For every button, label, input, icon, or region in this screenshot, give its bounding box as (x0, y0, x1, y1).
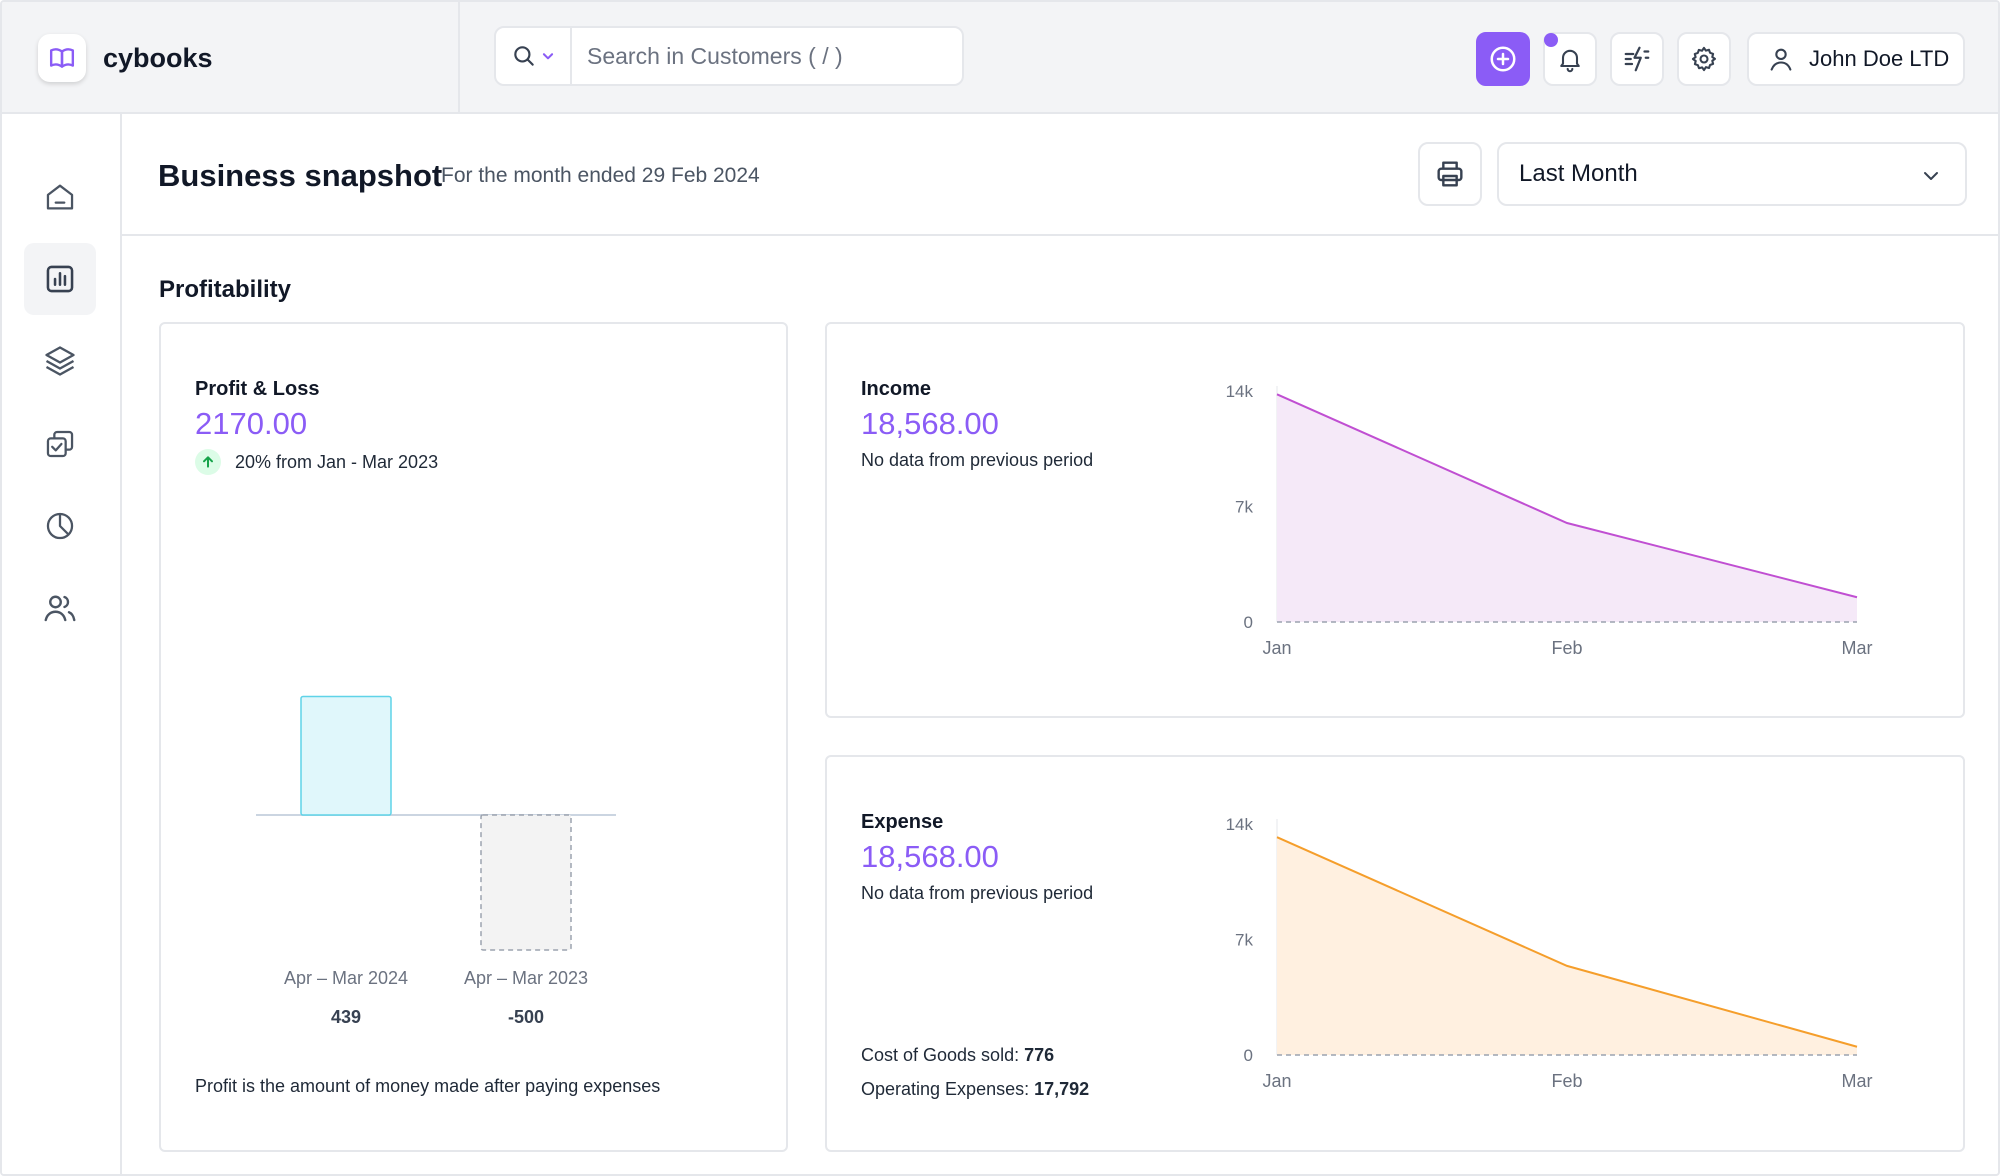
opex-row: Operating Expenses: 17,792 (861, 1079, 1089, 1100)
y-tick-label: 0 (1244, 1046, 1253, 1065)
profit-loss-footnote: Profit is the amount of money made after… (195, 1076, 661, 1096)
expense-amount: 18,568.00 (861, 839, 999, 874)
page-header: Business snapshot For the month ended 29… (122, 114, 1998, 236)
income-title: Income (861, 378, 932, 400)
bar-value-label: 439 (331, 1007, 361, 1027)
series-line (1276, 393, 1858, 599)
sidebar (2, 114, 122, 1174)
user-icon (1770, 48, 1792, 71)
notification-dot (1544, 33, 1558, 47)
bar (300, 695, 392, 816)
page-subtitle: For the month ended 29 Feb 2024 (441, 164, 760, 187)
series-area (1277, 394, 1857, 622)
opex-value: 17,792 (1034, 1079, 1090, 1099)
income-note: No data from previous period (861, 450, 1094, 470)
notifications-button[interactable] (1543, 32, 1597, 86)
x-tick-label: Jan (1262, 1071, 1291, 1091)
settings-button[interactable] (1677, 32, 1731, 86)
y-tick-label: 14k (1226, 815, 1254, 834)
lightning-icon (1624, 46, 1650, 72)
plus-circle-icon (1490, 46, 1516, 72)
brand[interactable]: cybooks (2, 2, 460, 114)
printer-icon (1437, 161, 1463, 187)
profit-loss-card: Profit & Loss 2170.00 20% from Jan - Mar… (159, 322, 788, 1152)
x-tick-label: Feb (1551, 1071, 1582, 1091)
user-menu-button[interactable]: John Doe LTD (1747, 32, 1965, 86)
sidebar-item-inventory[interactable] (24, 325, 96, 397)
x-tick-label: Mar (1842, 638, 1873, 658)
search-input[interactable] (587, 42, 947, 70)
user-name: John Doe LTD (1809, 46, 1950, 71)
copy-check-icon (46, 430, 74, 458)
category-label: Apr – Mar 2023 (464, 968, 588, 988)
y-tick-label: 0 (1244, 613, 1253, 632)
pie-chart-icon (46, 512, 74, 540)
profit-loss-change: 20% from Jan - Mar 2023 (195, 449, 438, 475)
y-tick-label: 7k (1235, 931, 1253, 950)
sidebar-item-contacts[interactable] (24, 572, 96, 644)
x-tick-label: Jan (1262, 638, 1291, 658)
layers-icon (45, 346, 75, 376)
bell-icon (1560, 49, 1580, 73)
sidebar-item-tasks[interactable] (24, 408, 96, 480)
cogs-label: Cost of Goods sold: (861, 1045, 1020, 1065)
chevron-down-icon (542, 53, 554, 60)
bar (480, 814, 572, 951)
profit-loss-chart: Apr – Mar 2024 439 Apr – Mar 2023 -500 (256, 695, 616, 1027)
x-tick-label: Mar (1842, 1071, 1873, 1091)
expense-title: Expense (861, 811, 944, 833)
expense-note: No data from previous period (861, 883, 1094, 903)
sidebar-item-reports[interactable] (24, 243, 96, 315)
opex-label: Operating Expenses: (861, 1079, 1030, 1099)
search-icon (514, 46, 534, 66)
quick-actions-button[interactable] (1610, 32, 1664, 86)
period-select-value: Last Month (1519, 160, 1638, 187)
expense-chart: 14k 7k 0 Jan Feb Mar (1226, 815, 1873, 1091)
period-select[interactable]: Last Month (1497, 142, 1967, 206)
home-icon (46, 184, 74, 210)
income-amount: 18,568.00 (861, 406, 999, 441)
print-button[interactable] (1418, 142, 1482, 206)
series-line (1276, 836, 1858, 1048)
income-chart: 14k 7k 0 Jan Feb Mar (1226, 382, 1873, 658)
sidebar-item-analytics[interactable] (24, 490, 96, 562)
users-icon (44, 595, 76, 622)
gear-icon (1691, 46, 1717, 72)
x-tick-label: Feb (1551, 638, 1582, 658)
chevron-down-icon (1924, 172, 1938, 180)
add-button[interactable] (1476, 32, 1530, 86)
income-card: Income 18,568.00 No data from previous p… (825, 322, 1965, 718)
sidebar-item-home[interactable] (24, 161, 96, 233)
arrow-up-icon (195, 449, 221, 475)
app-name: cybooks (103, 42, 213, 73)
cogs-row: Cost of Goods sold: 776 (861, 1045, 1054, 1066)
profit-loss-change-text: 20% from Jan - Mar 2023 (235, 451, 439, 472)
top-bar: cybooks (2, 2, 1998, 114)
y-tick-label: 14k (1226, 382, 1254, 401)
bar-chart-icon (46, 265, 74, 293)
cogs-value: 776 (1024, 1045, 1055, 1065)
book-logo-icon (38, 34, 86, 82)
search-scope-button[interactable] (496, 28, 572, 84)
page-title: Business snapshot (158, 158, 443, 193)
profit-loss-amount: 2170.00 (195, 406, 308, 441)
search-bar (494, 26, 964, 86)
section-title: Profitability (159, 276, 292, 303)
profit-loss-title: Profit & Loss (195, 378, 320, 400)
category-label: Apr – Mar 2024 (284, 968, 408, 988)
y-tick-label: 7k (1235, 498, 1253, 517)
series-area (1277, 837, 1857, 1055)
bar-value-label: -500 (508, 1007, 544, 1027)
expense-card: Expense 18,568.00 No data from previous … (825, 755, 1965, 1152)
